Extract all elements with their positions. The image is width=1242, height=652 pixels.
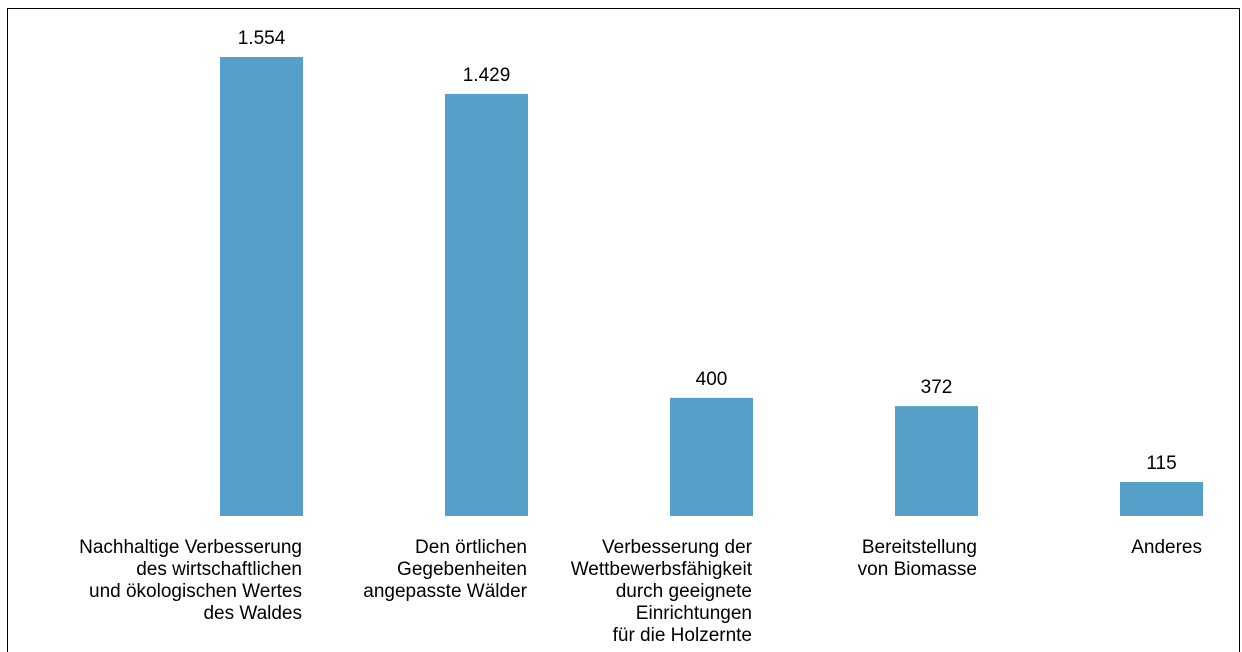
x-tick-label: angepasste Wälder: [363, 581, 527, 602]
bar: [445, 93, 528, 517]
x-tick-label: Den örtlichen: [415, 537, 527, 558]
x-tick-label: von Biomasse: [858, 559, 977, 580]
x-tick-label: und ökologischen Wertes: [89, 581, 302, 602]
bar: [220, 57, 303, 516]
data-label: 400: [696, 369, 728, 390]
data-label: 372: [921, 377, 953, 398]
x-tick-label: Nachhaltige Verbesserung: [79, 537, 302, 558]
frame: [7, 8, 1240, 652]
bar: [895, 406, 978, 516]
x-tick-label: durch geeignete: [616, 581, 752, 602]
x-tick-label: Anderes: [1131, 537, 1202, 558]
x-tick-label: Verbesserung der: [602, 537, 753, 558]
x-tick-label: für die Holzernte: [613, 625, 752, 646]
x-tick-label: des wirtschaftlichen: [136, 559, 302, 580]
x-tick-label: Einrichtungen: [636, 603, 752, 624]
x-tick-label: Gegebenheiten: [397, 559, 527, 580]
bar: [1120, 482, 1203, 516]
data-label: 1.554: [238, 28, 286, 49]
x-tick-label: Bereitstellung: [862, 537, 977, 558]
x-tick-label: Wettbewerbsfähigkeit: [571, 559, 753, 580]
data-label: 115: [1146, 453, 1176, 474]
x-tick-label: des Waldes: [203, 603, 302, 624]
data-label: 1.429: [463, 65, 511, 86]
bar: [670, 397, 753, 516]
